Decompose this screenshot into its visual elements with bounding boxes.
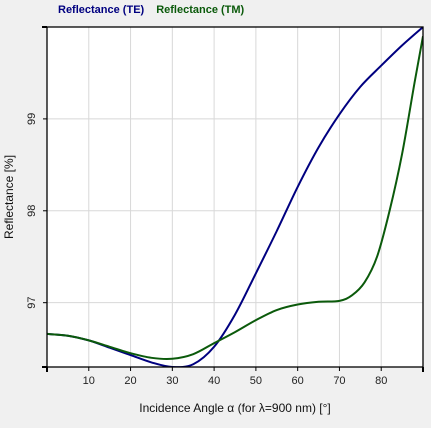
plot-background: [47, 27, 423, 367]
x-tick-label: 30: [166, 375, 178, 387]
x-axis-title: Incidence Angle α (for λ=900 nm) [°]: [139, 401, 331, 415]
series-layer: [47, 27, 423, 367]
y-tick-label: 97: [26, 297, 38, 309]
y-tick-label: 99: [26, 113, 38, 125]
legend-entry-tm: Reflectance (TM): [156, 4, 244, 16]
x-tick-label: 70: [333, 375, 345, 387]
x-tick-label: 20: [124, 375, 136, 387]
legend-entry-te: Reflectance (TE): [58, 4, 145, 16]
axes: 10 20 30 40 50 60 70 80 97 98 99 Incidence Angle α …: [2, 26, 424, 415]
x-tick-label: 50: [250, 375, 262, 387]
grid: [47, 27, 423, 367]
x-tick-label: 40: [208, 375, 220, 387]
plot-frame: [46, 26, 424, 368]
x-tick-label: 60: [292, 375, 304, 387]
x-tick-label: 10: [83, 375, 95, 387]
series-line-tm: [47, 36, 423, 360]
legend: Reflectance (TE) Reflectance (TM): [58, 4, 245, 16]
x-tick-label: 80: [375, 375, 387, 387]
y-axis-title: Reflectance [%]: [2, 155, 16, 239]
y-tick-label: 98: [26, 205, 38, 217]
